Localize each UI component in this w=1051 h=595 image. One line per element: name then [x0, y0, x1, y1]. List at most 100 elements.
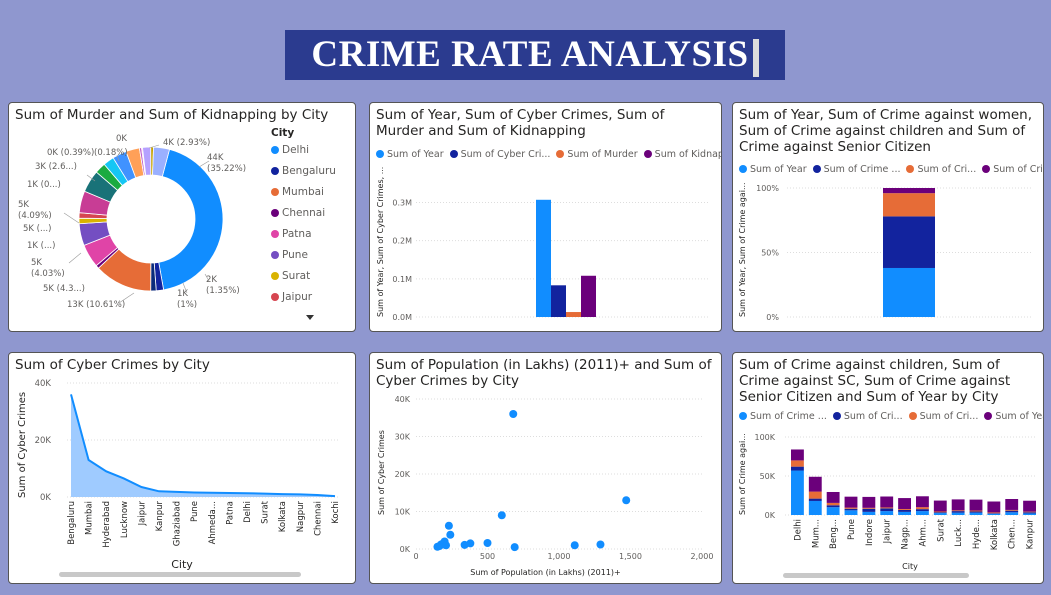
stacked-bar-segment: [898, 511, 911, 515]
scatter-point: [497, 511, 506, 520]
donut-slice-label: 5K: [31, 258, 42, 268]
x-tick-label: 1,000: [548, 552, 571, 561]
legend-label: Sum of Murder: [567, 149, 638, 160]
stack100-chart: 0% 50% 100%: [756, 184, 1033, 322]
y-tick-label: 50%: [761, 249, 779, 258]
legend-marker-icon: [908, 412, 917, 420]
donut-slice: [158, 148, 224, 291]
leader-line: [63, 212, 80, 224]
legend-scroll-down-icon[interactable]: [306, 315, 314, 320]
area-card[interactable]: Sum of Cyber Crimes by City 0K 20K 40K Beng…: [8, 352, 356, 584]
legend-label: Sum of Cri...: [843, 411, 903, 422]
legend-item[interactable]: Sum of Year: [739, 164, 807, 175]
legend-item-chennai[interactable]: Chennai: [271, 207, 336, 228]
stacked-bar-segment: [791, 466, 804, 471]
bar-title: Sum of Year, Sum of Cyber Crimes, Sum of…: [376, 107, 665, 139]
legend-item[interactable]: Sum of Murder: [556, 149, 638, 160]
legend-marker-icon: [271, 293, 279, 301]
legend-item-mumbai[interactable]: Mumbai: [271, 186, 336, 207]
area-ylabel: Sum of Cyber Crimes: [17, 391, 28, 498]
legend-item[interactable]: Sum of Cri...: [832, 411, 903, 422]
stacked-bar-segment: [862, 507, 876, 509]
donut-slice-label: 0K: [116, 134, 127, 144]
legend-label: Sum of Cri...: [993, 164, 1043, 175]
x-tick-label: Ahm...: [918, 519, 928, 547]
donut-slice-label: 1K (...): [27, 241, 55, 251]
stacked-bar-segment: [987, 513, 1001, 515]
donut-card[interactable]: Sum of Murder and Sum of Kidnapping by C…: [8, 102, 356, 332]
x-tick-label: Ghaziabad: [173, 501, 183, 546]
stacked-bar-segment: [916, 507, 929, 510]
x-tick-label: Surat: [936, 518, 946, 541]
legend-item[interactable]: Sum of Cyber Cri...: [449, 149, 550, 160]
x-tick-label: Mumbai: [85, 501, 95, 535]
stacked-bar-segment: [1023, 512, 1036, 514]
legend-item-bengaluru[interactable]: Bengaluru: [271, 165, 336, 186]
legend-item[interactable]: Sum of Year: [376, 149, 444, 160]
legend-item[interactable]: Sum of Crime ...: [739, 411, 827, 422]
area-fill: [71, 394, 335, 497]
legend-item-delhi[interactable]: Delhi: [271, 144, 336, 165]
dashboard-title: CRIME RATE ANALYSIS: [285, 30, 785, 80]
y-tick-label: 0%: [766, 313, 779, 322]
stacked-bar-segment: [898, 498, 911, 509]
legend-item[interactable]: Sum of Year: [984, 411, 1043, 422]
donut-slice-label: 1K: [177, 289, 188, 299]
legend-item-surat[interactable]: Surat: [271, 270, 336, 291]
stacked-card[interactable]: Sum of Crime against children, Sum of Cr…: [732, 352, 1044, 584]
area-scrollbar[interactable]: [59, 572, 301, 577]
legend-marker-icon: [906, 165, 915, 173]
stacked-bar-segment: [844, 508, 858, 511]
x-tick-label: Kanpur: [155, 501, 165, 532]
legend-marker-icon: [832, 412, 841, 420]
legend-item-pune[interactable]: Pune: [271, 249, 336, 270]
legend-label: Sum of Year: [995, 411, 1043, 422]
stacked-bar-segment: [969, 510, 983, 512]
stacked-bar-segment: [898, 508, 911, 510]
legend-label: Mumbai: [282, 186, 324, 198]
y-tick-label: 0K: [40, 493, 51, 503]
y-tick-label: 0.0M: [392, 313, 412, 322]
legend-item[interactable]: Sum of Cri...: [906, 164, 976, 175]
stacked-bar-segment: [808, 476, 822, 492]
donut-slice-label: 0K (0.39%): [47, 148, 94, 158]
scatter-card[interactable]: Sum of Population (in Lakhs) (2011)+ and…: [369, 352, 722, 584]
stack100-title: Sum of Year, Sum of Crime against women,…: [739, 107, 1033, 155]
legend-item-patna[interactable]: Patna: [271, 228, 336, 249]
legend-label: Surat: [282, 270, 311, 282]
stacked-bar-segment: [969, 511, 983, 513]
stack100-card[interactable]: Sum of Year, Sum of Crime against women,…: [732, 102, 1044, 332]
legend-item[interactable]: Sum of Cri...: [982, 164, 1043, 175]
x-tick-label: Beng...: [829, 519, 839, 549]
stacked-scrollbar[interactable]: [783, 573, 969, 578]
stacked-title: Sum of Crime against children, Sum of Cr…: [739, 357, 1011, 405]
stacked-ylabel: Sum of Crime agai...: [738, 433, 747, 515]
y-tick-label: 0K: [765, 511, 776, 520]
x-tick-label: Mum...: [811, 519, 821, 548]
x-tick-label: Hyde...: [972, 519, 982, 549]
title-cursor: [752, 38, 759, 77]
donut-slice-label: 4K (2.93%): [163, 138, 210, 148]
legend-item[interactable]: Sum of Cri...: [908, 411, 978, 422]
legend-marker-icon: [449, 150, 458, 158]
x-tick-label: 1,500: [619, 552, 642, 561]
legend-item[interactable]: Sum of Crime ...: [812, 164, 900, 175]
stacked-bar-segment: [791, 470, 804, 515]
legend-marker-icon: [982, 165, 991, 173]
stacked-bar-segment: [933, 513, 947, 515]
donut-slice-label: (1.35%): [206, 286, 240, 296]
scatter-point: [444, 521, 453, 530]
donut-slice-label: (4.09%): [18, 211, 52, 221]
legend-item-jaipur[interactable]: Jaipur: [271, 291, 336, 312]
legend-marker-icon: [556, 150, 565, 158]
donut-slice-label: 44K: [207, 153, 224, 163]
donut-slice-label: 5K (4.3...): [43, 284, 85, 294]
x-tick-label: Bengaluru: [67, 501, 77, 545]
y-tick-label: 10K: [395, 508, 411, 517]
legend-item[interactable]: Sum of Kidnap...: [643, 149, 721, 160]
bar-card[interactable]: Sum of Year, Sum of Cyber Crimes, Sum of…: [369, 102, 722, 332]
stack100-legend: Sum of Year Sum of Crime ... Sum of Cri...…: [739, 164, 1043, 175]
donut-slice-label: 5K: [18, 200, 29, 210]
y-tick-label: 0.3M: [392, 198, 412, 207]
stacked-bar-segment: [862, 496, 876, 508]
